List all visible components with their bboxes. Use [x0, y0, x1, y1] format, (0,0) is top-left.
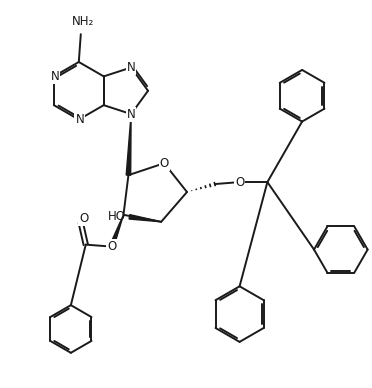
Text: N: N: [127, 107, 135, 121]
Text: NH₂: NH₂: [72, 15, 94, 28]
Text: HO: HO: [108, 210, 125, 223]
Polygon shape: [126, 114, 131, 175]
Text: O: O: [79, 212, 89, 225]
Text: O: O: [160, 157, 169, 170]
Polygon shape: [129, 215, 161, 222]
Text: N: N: [51, 70, 59, 83]
Text: O: O: [235, 176, 244, 189]
Polygon shape: [109, 215, 124, 248]
Text: O: O: [107, 240, 116, 253]
Text: N: N: [127, 61, 135, 74]
Text: N: N: [76, 113, 84, 126]
